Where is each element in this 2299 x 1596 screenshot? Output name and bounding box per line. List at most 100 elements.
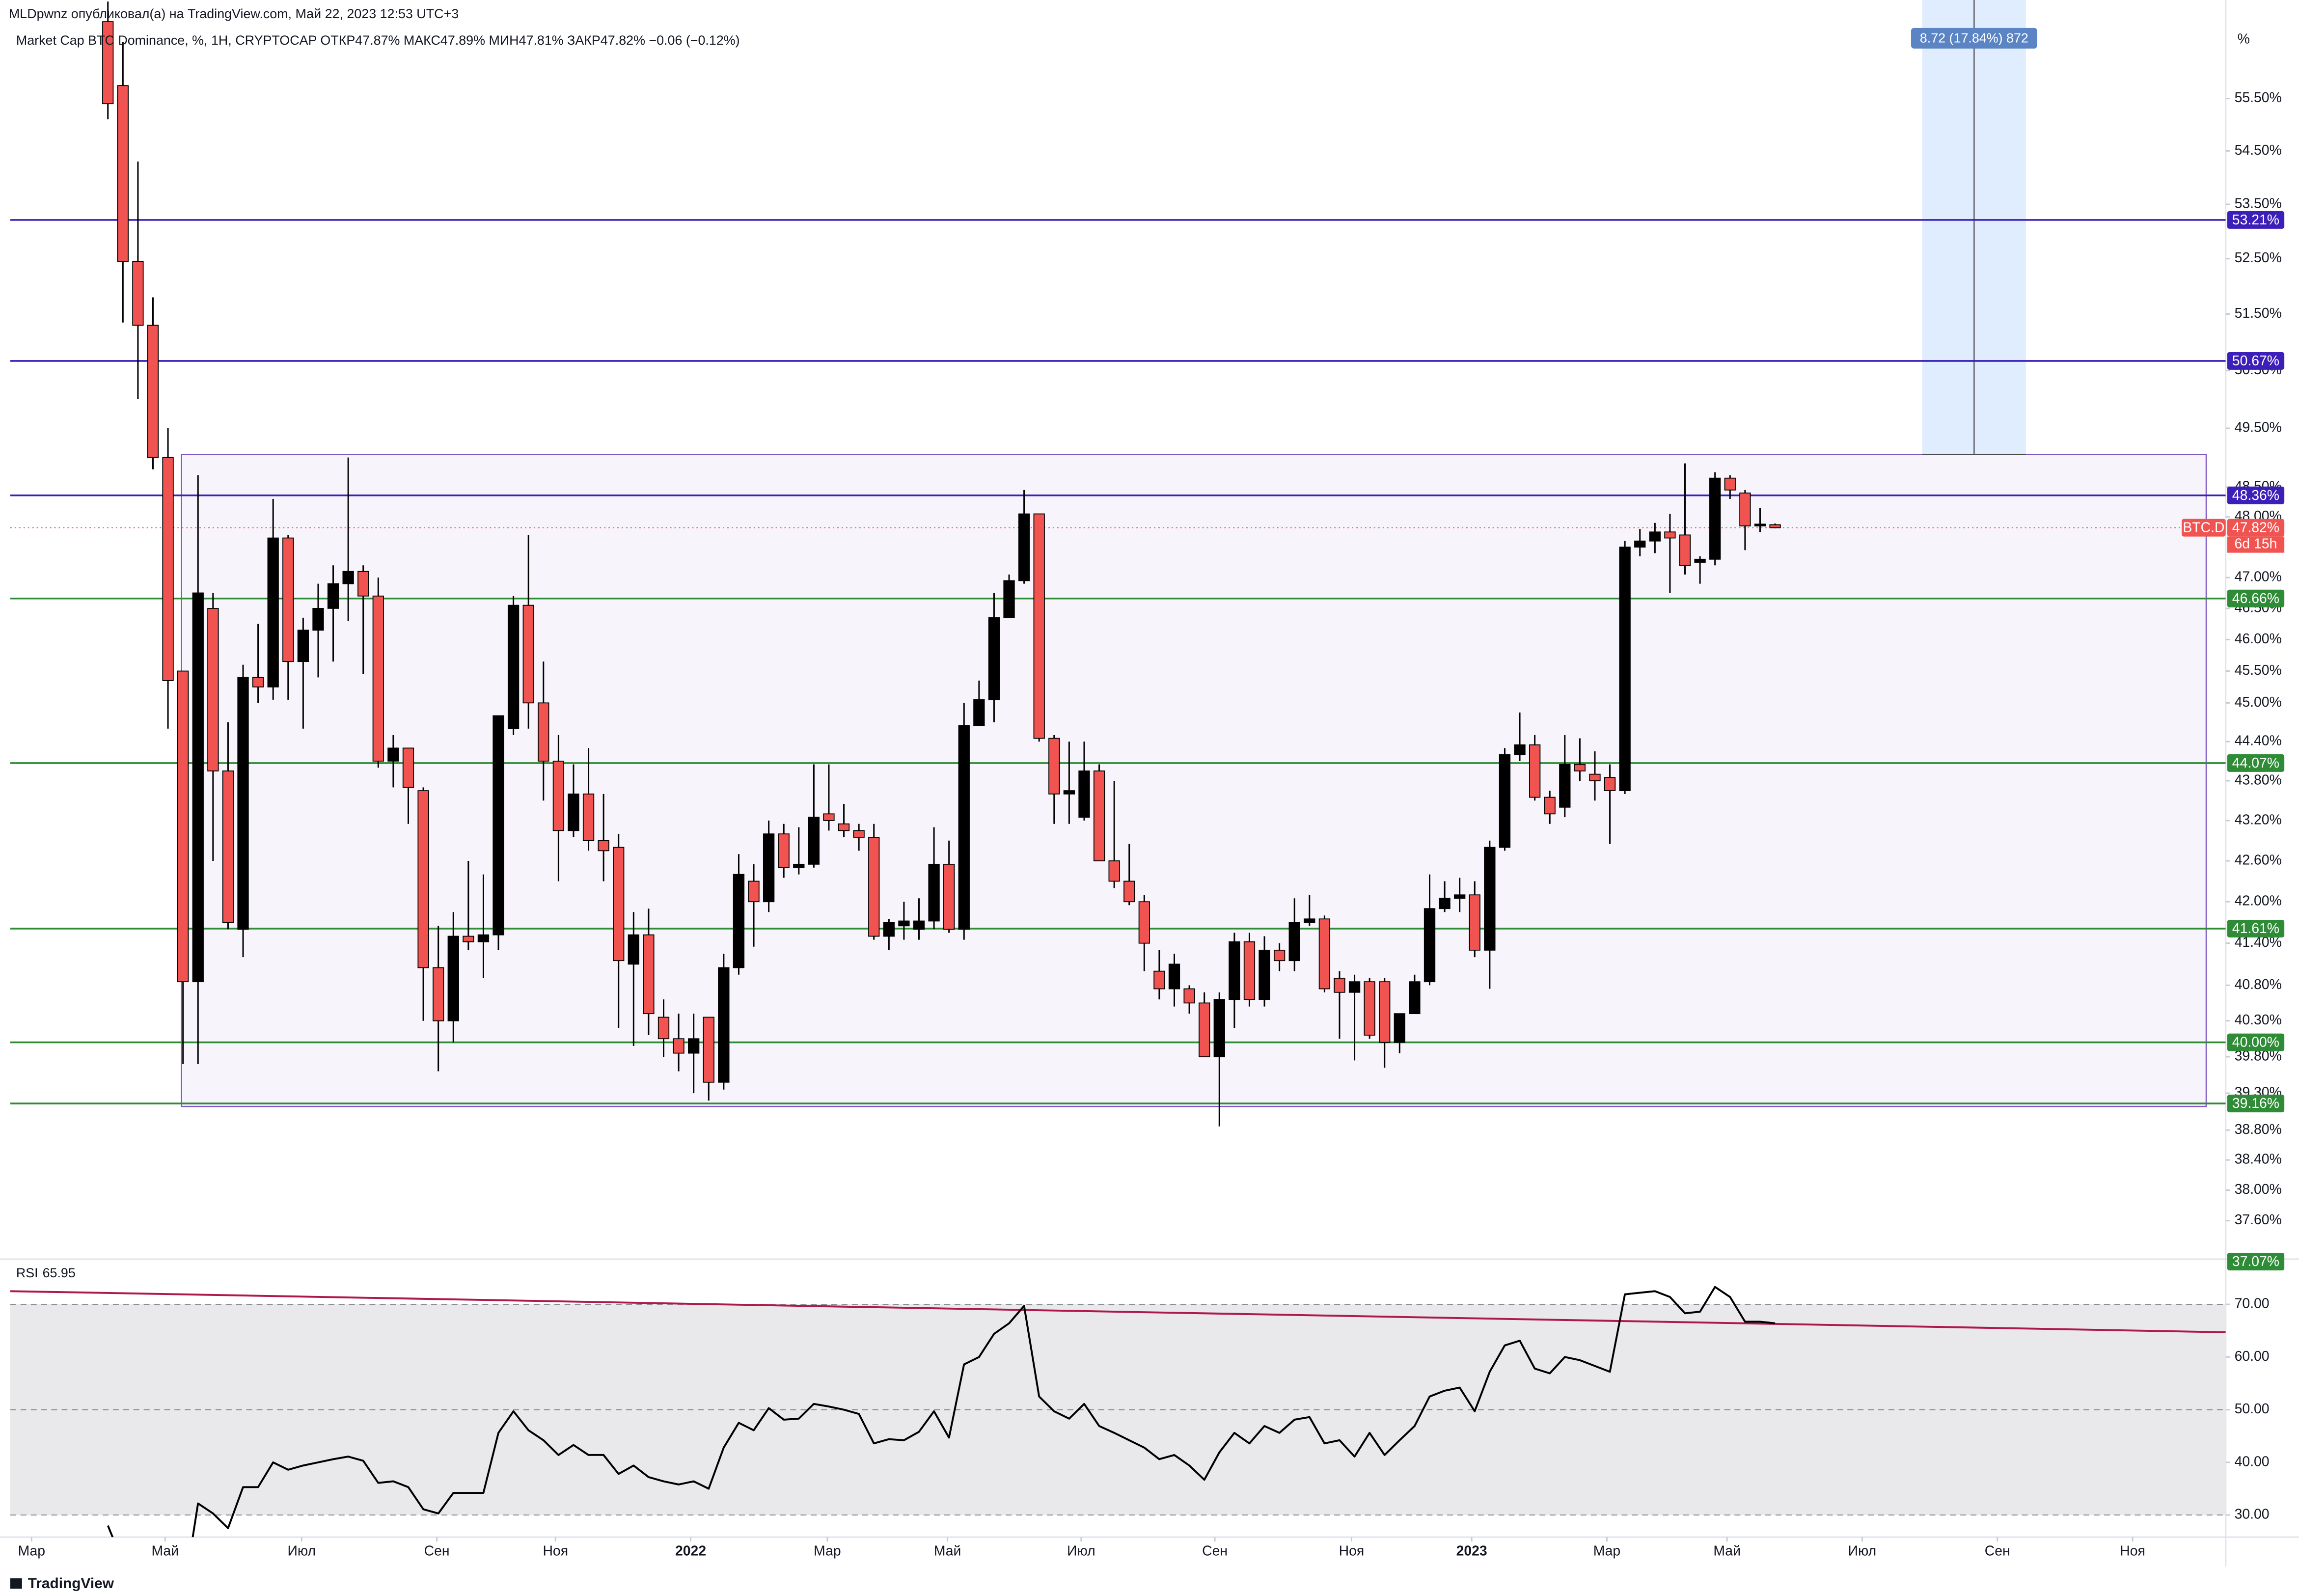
candle-body [162, 457, 174, 681]
rsi-y-tick-label: 50.00 [2235, 1401, 2270, 1417]
y-tick-label: 53.50% [2235, 195, 2282, 211]
y-tick-label: 45.00% [2235, 694, 2282, 710]
candle-body [538, 702, 549, 762]
x-tick-label: Сен [1202, 1543, 1228, 1559]
level-label: 40.00% [2232, 1035, 2279, 1050]
candle-body [613, 847, 625, 962]
x-tick-label: Ноя [543, 1543, 568, 1559]
candle-body [853, 830, 865, 838]
range-box [181, 454, 2207, 1107]
candle-body [1529, 744, 1541, 798]
logo-mark [10, 1578, 22, 1589]
candle-body [463, 936, 474, 942]
candle-body [748, 881, 760, 903]
candle-body [1153, 970, 1165, 990]
candle-body [252, 677, 264, 688]
candle-body [433, 967, 444, 1021]
candle-body [237, 677, 249, 930]
candle-body [688, 1038, 700, 1054]
last-countdown-bg [2227, 536, 2285, 553]
trendline [10, 1290, 2226, 1333]
candle-body [1093, 770, 1105, 861]
x-tick-label: 2023 [1456, 1543, 1487, 1559]
candle-body [628, 934, 639, 965]
candle-body [838, 823, 850, 831]
candle-body [507, 605, 520, 729]
candle-body [1769, 524, 1781, 528]
level-label-bg [2227, 352, 2285, 370]
x-tick-label: Мар [18, 1543, 45, 1559]
candle-body [1183, 988, 1195, 1004]
candle-body [1003, 580, 1015, 618]
candle-body [1334, 978, 1345, 993]
y-tick-label: 49.50% [2235, 419, 2282, 435]
rsi-title: RSI [16, 1266, 38, 1280]
rsi-y-tick-label: 70.00 [2235, 1296, 2270, 1312]
candle-body [973, 699, 985, 726]
y-tick-label: 38.00% [2235, 1182, 2282, 1197]
candle-body [267, 537, 279, 688]
candle-body [1499, 754, 1511, 848]
x-tick-label: Ноя [1339, 1543, 1365, 1559]
candle-body [117, 85, 129, 262]
main-pane [10, 0, 2226, 1127]
y-tick-label: 37.60% [2235, 1212, 2282, 1228]
x-tick-label: 2022 [675, 1543, 706, 1559]
candle-body [327, 583, 339, 609]
candle-body [1589, 773, 1601, 781]
candle-body [1394, 1013, 1405, 1043]
candle-body [1574, 764, 1586, 771]
y-tick-label: 55.50% [2235, 90, 2282, 106]
candle-body [312, 608, 324, 631]
y-tick-label: 52.50% [2235, 250, 2282, 266]
candle-body [898, 920, 910, 927]
candle-body [372, 595, 384, 762]
x-tick-label: Май [1713, 1543, 1741, 1559]
symbol-line: Market Cap BTC Dominance, %, 1H, CRYPTOC… [16, 33, 740, 48]
axes: 8.72 (17.84%) 872 55.50% 54.50% 53.50% 52.50… [18, 28, 2285, 1559]
unit-label: % [2238, 31, 2250, 47]
candle-body [1423, 908, 1436, 983]
candle-body [1318, 918, 1331, 990]
level-label-bg [2227, 754, 2285, 772]
candle-body [147, 325, 159, 458]
y-tick-label: 38.80% [2235, 1122, 2282, 1137]
candle-body [1364, 981, 1375, 1036]
candle-body [598, 840, 609, 852]
level-label: 50.67% [2232, 353, 2279, 369]
candle-body [823, 813, 835, 821]
candle-body [282, 537, 294, 662]
x-tick-label: Май [934, 1543, 961, 1559]
candle-body [1409, 981, 1421, 1015]
level-label-bg [2227, 1095, 2285, 1113]
candle-body [673, 1038, 684, 1054]
x-tick-label: Июл [1067, 1543, 1095, 1559]
candle-body [1243, 941, 1256, 1000]
candle-body [297, 630, 309, 662]
candle-body [793, 863, 805, 868]
candle-body [1559, 764, 1571, 808]
candle-body [1033, 513, 1045, 739]
candle-body [522, 605, 534, 704]
candle-body [703, 1017, 714, 1083]
candle-body [1048, 738, 1060, 795]
x-tick-label: Июл [288, 1543, 316, 1559]
rsi-y-tick-label: 40.00 [2235, 1454, 2270, 1469]
candle-body [1288, 922, 1300, 962]
level-label-bg [2227, 919, 2285, 937]
y-tick-label: 43.20% [2235, 812, 2282, 827]
rsi-band [10, 1304, 2226, 1515]
candle-body [657, 1017, 670, 1040]
candle-body [1078, 770, 1090, 818]
candle-body [568, 793, 579, 831]
candle-body [1724, 477, 1736, 491]
candle-body [1229, 941, 1240, 1000]
marker-label-bg [2227, 1252, 2285, 1270]
candle-body [1454, 894, 1466, 899]
y-tick-label: 40.80% [2235, 977, 2282, 992]
x-tick-label: Июл [1848, 1543, 1877, 1559]
candle-body [1273, 949, 1286, 962]
candle-body [207, 608, 219, 771]
